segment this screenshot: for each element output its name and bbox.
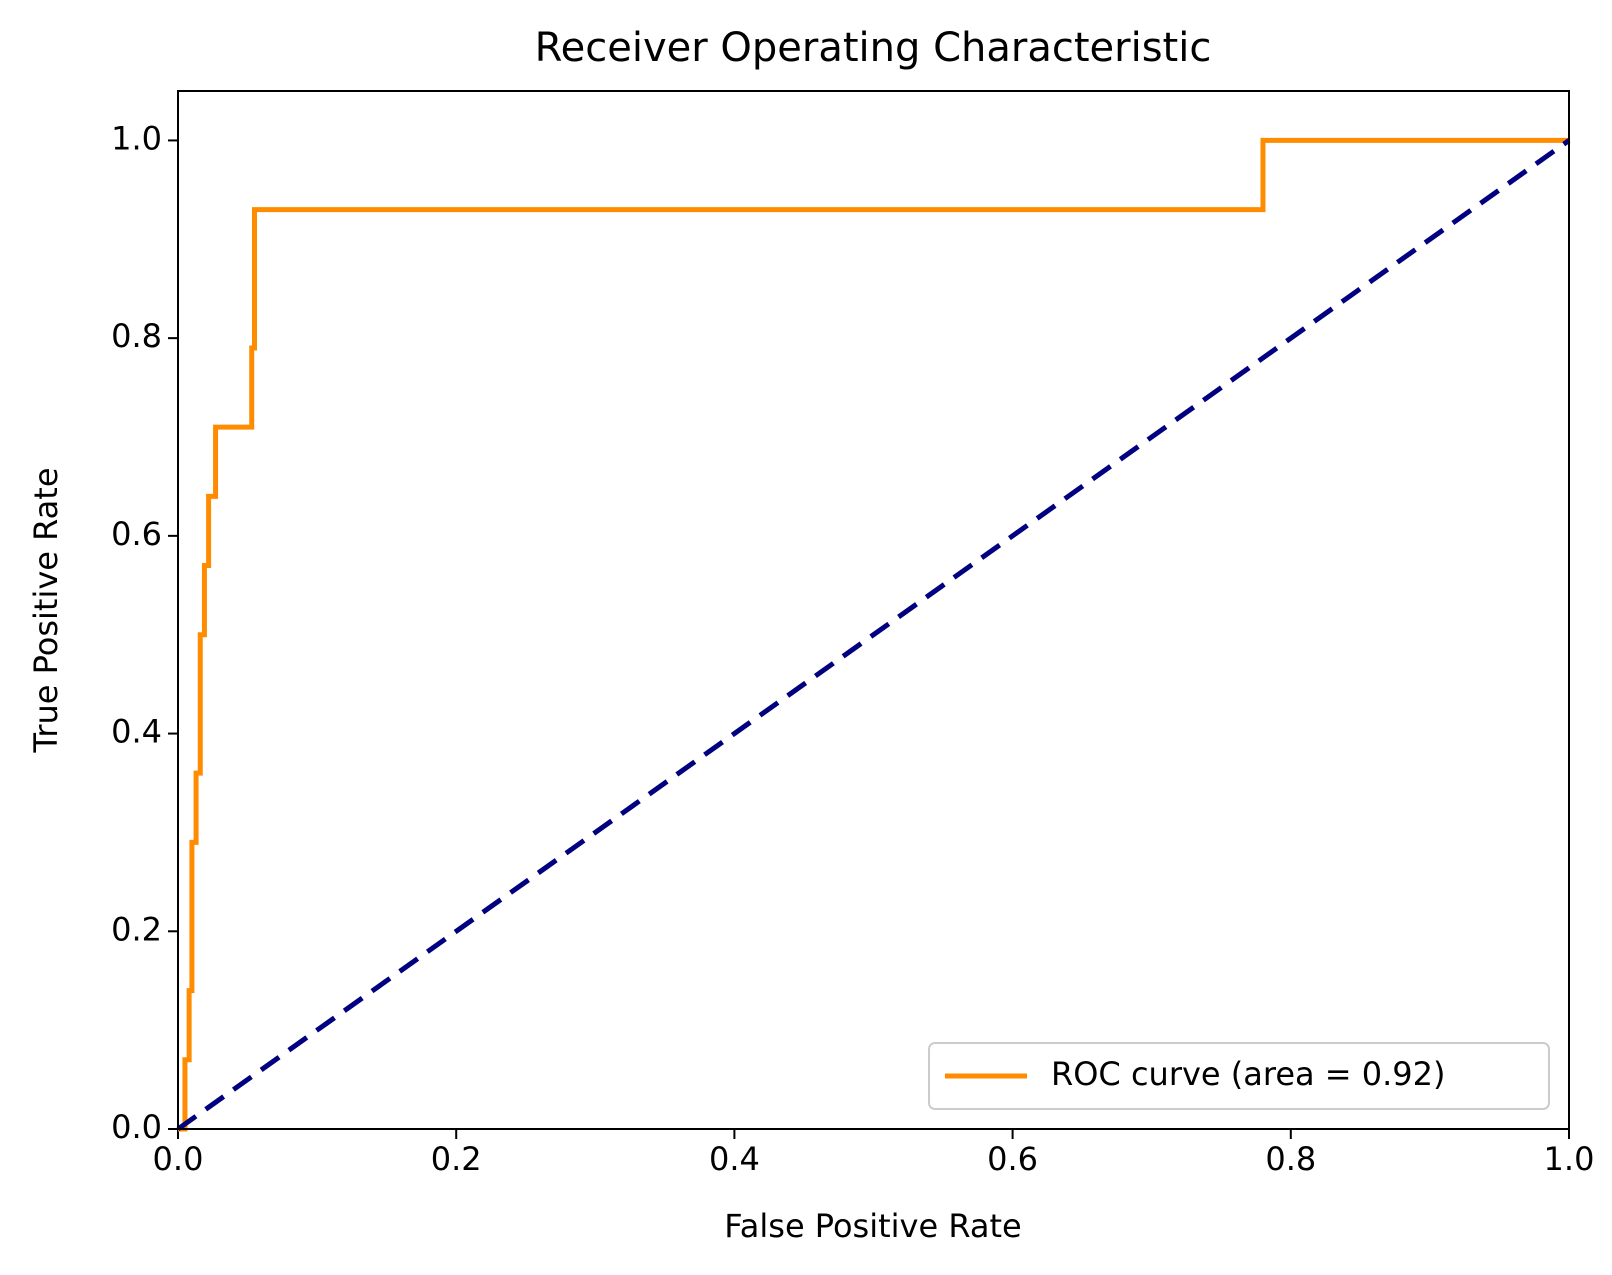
y-axis-label: True Positive Rate [27,467,65,753]
y-tick-label: 0.2 [111,910,162,948]
x-tick-label: 1.0 [1544,1140,1595,1178]
x-tick-label: 0.2 [431,1140,482,1178]
x-tick-label: 0.6 [987,1140,1038,1178]
legend-box [928,1042,1550,1110]
legend-label: ROC curve (area = 0.92) [1051,1055,1446,1093]
x-tick-label: 0.8 [1265,1140,1316,1178]
x-axis-label: False Positive Rate [724,1207,1021,1245]
line-series [178,137,1569,1132]
x-tick-label: 0.4 [709,1140,760,1178]
plot-frame [177,90,1570,1130]
x-tick-label: 0.0 [153,1140,204,1178]
y-tick-label: 0.4 [111,713,162,751]
chart-title: Receiver Operating Characteristic [535,25,1212,71]
y-tick-label: 0.0 [111,1108,162,1146]
y-tick-label: 0.6 [111,515,162,553]
line-series [176,138,1571,1132]
y-tick-label: 1.0 [111,119,162,157]
y-tick-label: 0.8 [111,317,162,355]
